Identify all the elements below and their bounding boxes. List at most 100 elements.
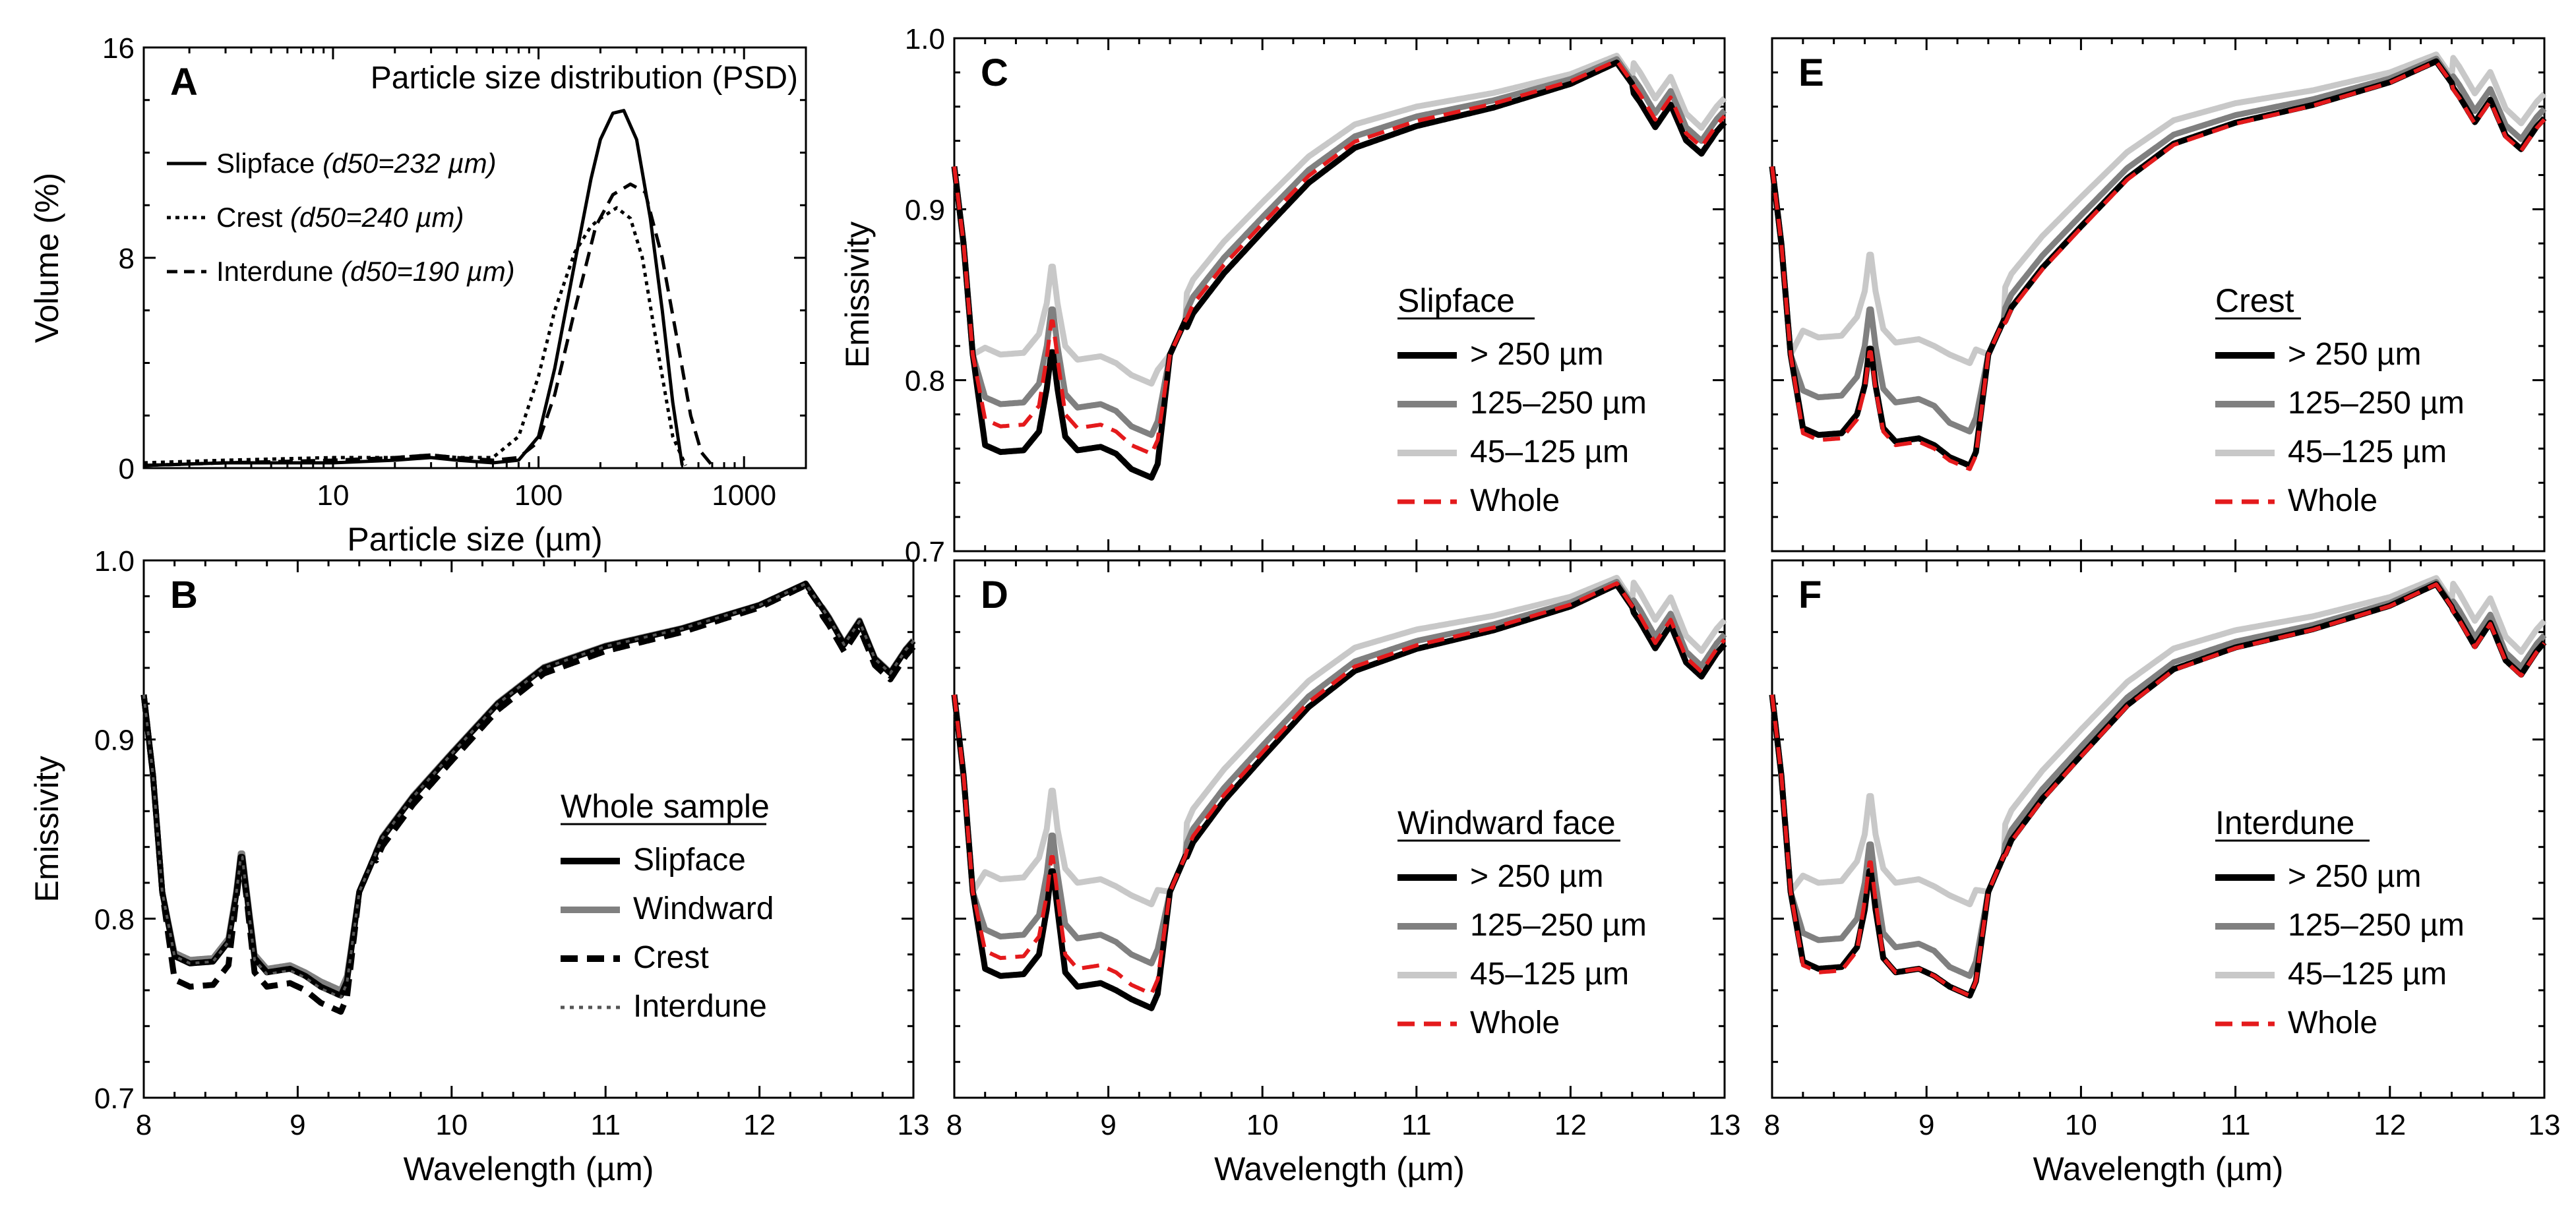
x-tick-label: 10 bbox=[1246, 1109, 1279, 1141]
panel-A: 10 100 1000 0 8 16 Particle size (µm) Volume (%… bbox=[28, 32, 807, 558]
panel-letter: B bbox=[170, 574, 198, 616]
panel-C: 0.7 0.8 0.9 1.0 Emissivity C Slipface > 250 µm 1… bbox=[839, 23, 1727, 568]
y-axis-title: Emissivity bbox=[839, 222, 876, 368]
panel-E: E Crest > 250 µm 125–250 µm 45–125 µm Whole bbox=[1769, 37, 2547, 552]
y-tick-label: 16 bbox=[102, 32, 135, 65]
y-tick-label: 8 bbox=[119, 243, 135, 275]
x-tick-label: 9 bbox=[1918, 1109, 1934, 1141]
x-tick-label: 12 bbox=[1554, 1109, 1587, 1141]
panel-letter: F bbox=[1798, 574, 1822, 616]
series-line-45-125-m bbox=[1769, 575, 2547, 908]
x-tick-label: 11 bbox=[2221, 1109, 2251, 1141]
x-tick-label: 8 bbox=[136, 1109, 152, 1141]
y-tick-label: 1.0 bbox=[905, 23, 945, 55]
panel-letter: A bbox=[170, 61, 198, 104]
series-line-45-125-m bbox=[1769, 51, 2547, 367]
x-axis-title: Wavelength (µm) bbox=[1214, 1150, 1465, 1187]
legend-d50: (d50=190 µm) bbox=[341, 256, 515, 287]
x-tick-label: 1000 bbox=[712, 479, 776, 512]
series-line-crest bbox=[140, 582, 916, 1015]
legend-label: 125–250 µm bbox=[1470, 386, 1647, 421]
x-tick-label: 11 bbox=[590, 1109, 621, 1141]
panel-letter: E bbox=[1798, 51, 1824, 94]
x-tick-label: 12 bbox=[2374, 1109, 2406, 1141]
legend-title: Slipface bbox=[1397, 282, 1515, 319]
legend-label: Slipface bbox=[633, 843, 746, 878]
legend-label: Windward bbox=[633, 891, 774, 926]
x-axis-title: Wavelength (µm) bbox=[404, 1150, 654, 1187]
legend-label: 45–125 µm bbox=[2288, 434, 2447, 469]
series-line-125-250-m bbox=[951, 579, 1727, 967]
legend-label: > 250 µm bbox=[1470, 337, 1603, 372]
plot-frame bbox=[1771, 37, 2546, 552]
legend-d50: (d50=240 µm) bbox=[290, 202, 464, 233]
legend-title: Windward face bbox=[1397, 804, 1616, 841]
panel-letter: C bbox=[981, 51, 1008, 94]
legend-d50: (d50=232 µm) bbox=[322, 148, 497, 179]
x-tick-label: 8 bbox=[1764, 1109, 1780, 1141]
panel-letter: D bbox=[981, 574, 1008, 616]
y-tick-label: 0.9 bbox=[905, 194, 945, 226]
series-line-slipface bbox=[143, 109, 684, 467]
y-tick-label: 0.8 bbox=[94, 903, 135, 936]
legend-name: Slipface bbox=[216, 148, 322, 179]
series-line-45-125-m bbox=[951, 574, 1727, 908]
legend-label: Interdune (d50=190 µm) bbox=[216, 256, 515, 287]
legend-label: Crest bbox=[633, 940, 709, 975]
x-tick-label: 9 bbox=[1100, 1109, 1116, 1141]
x-tick-label: 11 bbox=[1401, 1109, 1432, 1141]
plot-frame bbox=[953, 37, 1726, 552]
series-line--250-m bbox=[951, 582, 1727, 1011]
legend-label: Whole bbox=[1470, 483, 1560, 518]
legend-label: 125–250 µm bbox=[2288, 386, 2465, 421]
x-tick-label: 12 bbox=[743, 1109, 776, 1141]
y-axis-title: Volume (%) bbox=[28, 173, 65, 343]
y-tick-label: 1.0 bbox=[94, 545, 135, 578]
x-tick-label: 13 bbox=[2529, 1109, 2561, 1141]
legend-label: Whole bbox=[2288, 483, 2377, 518]
legend-title: Interdune bbox=[2215, 804, 2354, 841]
panel-B: 8 9 10 11 12 13 0.7 0.8 0.9 1.0 Wavelength (µm) Emi… bbox=[28, 545, 929, 1187]
x-tick-label: 10 bbox=[317, 479, 349, 512]
x-tick-label: 8 bbox=[946, 1109, 962, 1141]
series-line-slipface bbox=[140, 580, 916, 999]
series-line-interdune bbox=[142, 582, 915, 999]
legend-label: 45–125 µm bbox=[1470, 434, 1629, 469]
legend-title: Crest bbox=[2215, 282, 2294, 319]
x-tick-label: 10 bbox=[435, 1109, 468, 1141]
legend-label: 125–250 µm bbox=[1470, 908, 1647, 943]
legend-label: 45–125 µm bbox=[1470, 957, 1629, 992]
legend-label: Interdune bbox=[633, 989, 767, 1024]
legend-label: 125–250 µm bbox=[2288, 908, 2465, 943]
legend-label: > 250 µm bbox=[2288, 337, 2421, 372]
legend-label: Whole bbox=[1470, 1005, 1560, 1040]
series-line-crest bbox=[143, 206, 687, 467]
series-line-whole bbox=[952, 59, 1727, 456]
series-line-whole bbox=[952, 581, 1727, 996]
x-tick-label: 13 bbox=[1709, 1109, 1741, 1141]
panel-F: 8 9 10 11 12 13 Wavelength (µm) F Interdune > 250… bbox=[1764, 559, 2561, 1187]
x-tick-label: 13 bbox=[898, 1109, 930, 1141]
plot-frame bbox=[1771, 559, 2546, 1099]
x-tick-label: 9 bbox=[290, 1109, 305, 1141]
series-line-whole bbox=[1770, 582, 2546, 998]
legend-label: > 250 µm bbox=[1470, 859, 1603, 894]
x-axis-title: Wavelength (µm) bbox=[2033, 1150, 2284, 1187]
chart-title: Particle size distribution (PSD) bbox=[371, 61, 798, 96]
series-line-interdune bbox=[143, 182, 714, 467]
legend-title: Whole sample bbox=[561, 788, 770, 825]
legend-label: Whole bbox=[2288, 1005, 2377, 1040]
y-tick-label: 0.7 bbox=[94, 1083, 135, 1115]
legend-label: > 250 µm bbox=[2288, 859, 2421, 894]
y-tick-label: 0 bbox=[119, 453, 135, 485]
plot-frame bbox=[142, 559, 915, 1099]
panel-D: 8 9 10 11 12 13 Wavelength (µm) D Windward face >… bbox=[946, 559, 1741, 1187]
series-line-45-125-m bbox=[951, 53, 1727, 387]
legend-label: 45–125 µm bbox=[2288, 957, 2447, 992]
series-line-125-250-m bbox=[951, 56, 1727, 438]
y-tick-label: 0.9 bbox=[94, 725, 135, 757]
legend-label: Slipface (d50=232 µm) bbox=[216, 148, 497, 179]
x-tick-label: 10 bbox=[2065, 1109, 2097, 1141]
series-line-whole bbox=[1770, 59, 2546, 471]
